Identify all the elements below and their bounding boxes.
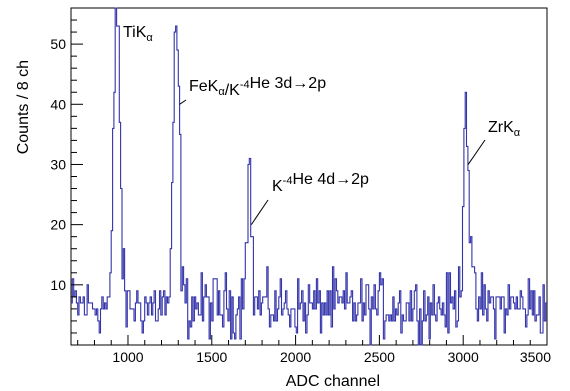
histogram-series — [71, 7, 547, 346]
x-axis: 1000 1500 2000 2500 3000 3500 — [77, 335, 551, 365]
annotation-tika: TiKα — [123, 24, 153, 44]
y-axis-title: Counts / 8 ch — [15, 60, 32, 154]
x-tick-label: 3000 — [448, 349, 479, 365]
peak-annotations: TiKα FeKα/K-4He 3d→2p K-4He 4d→2p ZrKα — [118, 24, 521, 225]
y-tick-label: 20 — [50, 217, 66, 233]
annotation-k4d: K-4He 4d→2p — [272, 171, 369, 195]
y-tick-label: 50 — [50, 36, 66, 52]
x-tick-label: 1500 — [196, 349, 227, 365]
x-tick-label: 1000 — [112, 349, 143, 365]
x-tick-label: 3500 — [520, 349, 551, 365]
y-tick-label: 30 — [50, 156, 66, 172]
x-tick-label: 2500 — [364, 349, 395, 365]
annotation-pointer — [179, 99, 187, 105]
y-tick-label: 10 — [50, 277, 66, 293]
annotation-feka: FeKα/K-4He 3d→2p — [189, 75, 326, 99]
annotation-pointer — [250, 199, 269, 225]
y-tick-label: 40 — [50, 96, 66, 112]
x-axis-title: ADC channel — [286, 373, 380, 390]
y-axis: 10 20 30 40 50 — [50, 19, 83, 334]
annotation-zrka: ZrKα — [488, 119, 521, 139]
x-tick-label: 2000 — [280, 349, 311, 365]
annotation-pointer — [467, 139, 486, 165]
